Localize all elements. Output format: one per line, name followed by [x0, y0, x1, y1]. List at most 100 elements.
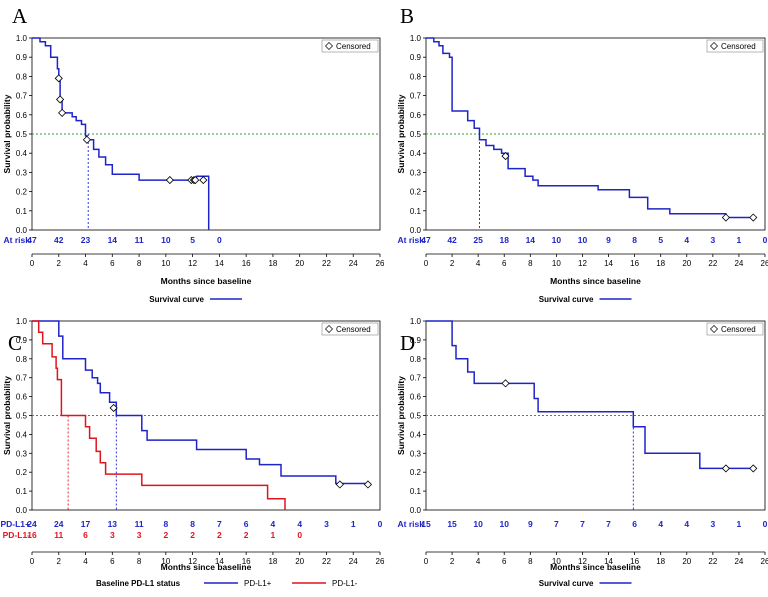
y-tick-label: 0.6 — [410, 393, 422, 402]
chart-panel-c: C 0.0 0.1 0.2 0.3 0.4 0.5 0.6 0.7 0.8 0.9 1.0 Surviv… — [0, 317, 385, 588]
y-tick-label: 0.6 — [410, 111, 422, 120]
at-risk-label: PD-L1- — [3, 530, 31, 540]
at-risk-count: 11 — [135, 519, 144, 529]
at-risk-count: 3 — [324, 519, 329, 529]
at-risk-count: 10 — [578, 235, 588, 245]
at-risk-count: 6 — [83, 530, 88, 540]
x-tick-label: 6 — [110, 557, 115, 566]
y-tick-label: 0.0 — [16, 226, 28, 235]
at-risk-count: 47 — [421, 235, 431, 245]
x-tick-label: 18 — [268, 557, 277, 566]
x-tick-label: 14 — [604, 259, 613, 268]
at-risk-count: 1 — [351, 519, 356, 529]
at-risk-count: 11 — [135, 235, 144, 245]
panel-letter: A — [12, 4, 28, 28]
x-tick-label: 8 — [528, 557, 533, 566]
at-risk-count: 15 — [447, 519, 457, 529]
at-risk-count: 24 — [54, 519, 64, 529]
at-risk-count: 4 — [684, 235, 689, 245]
survival-curve-1 — [426, 37, 756, 219]
series-legend: Survival curve — [539, 295, 632, 304]
x-tick-label: 10 — [161, 259, 170, 268]
x-tick-label: 14 — [215, 557, 224, 566]
y-tick-label: 0.9 — [410, 53, 422, 62]
censored-legend: Censored — [321, 322, 379, 336]
survival-curve-1 — [32, 320, 371, 485]
censored-marker — [749, 464, 758, 473]
censored-marker — [501, 152, 510, 161]
x-tick-label: 20 — [682, 259, 691, 268]
censored-marker — [82, 135, 91, 144]
censored-legend-frame — [706, 39, 764, 53]
y-tick-label: 0.3 — [16, 168, 28, 177]
censored-legend-symbol — [710, 325, 718, 333]
censored-marker — [721, 464, 730, 473]
y-tick-label: 0.6 — [16, 111, 28, 120]
at-risk-count: 47 — [27, 235, 37, 245]
legend-entry-label: Survival curve — [539, 295, 594, 304]
x-tick-label: 8 — [137, 259, 142, 268]
censored-marker — [721, 213, 730, 222]
at-risk-count: 6 — [632, 519, 637, 529]
at-risk-count: 0 — [763, 235, 768, 245]
censored-legend: Censored — [706, 322, 764, 336]
at-risk-count: 2 — [163, 530, 168, 540]
x-tick-label: 0 — [424, 557, 429, 566]
y-tick-label: 0.4 — [16, 430, 28, 439]
at-risk-count: 2 — [217, 530, 222, 540]
y-tick-label: 0.0 — [410, 226, 422, 235]
x-tick-label: 12 — [188, 557, 197, 566]
at-risk-count: 1 — [271, 530, 276, 540]
y-tick-label: 1.0 — [410, 317, 422, 326]
x-tick-label: 2 — [57, 557, 62, 566]
y-tick-label: 0.7 — [410, 92, 422, 101]
y-tick-label: 0.4 — [410, 430, 422, 439]
censored-marker — [191, 176, 200, 185]
at-risk-label: PD-L1+ — [0, 519, 30, 529]
y-tick-label: 0.3 — [16, 449, 28, 458]
x-axis-label: Months since baseline — [550, 562, 641, 572]
at-risk-count: 9 — [606, 235, 611, 245]
at-risk-count: 1 — [737, 519, 742, 529]
at-risk-count: 10 — [473, 519, 483, 529]
censored-marker — [165, 176, 174, 185]
y-axis-label: Survival probability — [396, 94, 406, 173]
censored-marker — [58, 108, 67, 117]
at-risk-count: 7 — [554, 519, 559, 529]
x-tick-label: 2 — [450, 259, 455, 268]
censored-legend-symbol — [325, 325, 333, 333]
at-risk-count: 15 — [421, 519, 431, 529]
x-tick-label: 24 — [734, 259, 743, 268]
y-axis-label: Survival probability — [2, 94, 12, 173]
at-risk-count: 14 — [526, 235, 536, 245]
at-risk-count: 0 — [217, 235, 222, 245]
series-legend: Survival curve — [149, 295, 242, 304]
x-tick-label: 12 — [188, 259, 197, 268]
x-tick-label: 4 — [476, 259, 481, 268]
at-risk-label: At risk — [398, 235, 425, 245]
x-tick-label: 16 — [242, 557, 251, 566]
at-risk-count: 7 — [580, 519, 585, 529]
x-tick-label: 14 — [215, 259, 224, 268]
y-tick-label: 0.2 — [410, 468, 422, 477]
censored-legend-symbol — [325, 42, 333, 50]
x-tick-label: 24 — [734, 557, 743, 566]
at-risk-count: 4 — [684, 519, 689, 529]
x-tick-label: 20 — [295, 259, 304, 268]
y-tick-label: 0.1 — [410, 207, 422, 216]
x-tick-label: 14 — [604, 557, 613, 566]
y-tick-label: 0.4 — [16, 149, 28, 158]
at-risk-count: 0 — [297, 530, 302, 540]
at-risk-count: 2 — [190, 530, 195, 540]
chart-panel-a: A 0.0 0.1 0.2 0.3 0.4 0.5 0.6 0.7 0.8 0.9 1.0 Surviv… — [2, 4, 385, 304]
censored-marker — [109, 403, 118, 413]
legend-entry-label: Survival curve — [539, 579, 594, 588]
y-tick-label: 0.2 — [16, 468, 28, 477]
y-tick-label: 1.0 — [16, 34, 28, 43]
censored-marker — [56, 95, 65, 104]
at-risk-count: 8 — [632, 235, 637, 245]
x-tick-label: 26 — [761, 557, 768, 566]
at-risk-count: 42 — [447, 235, 457, 245]
y-tick-label: 0.8 — [410, 72, 422, 81]
panel-letter: B — [400, 4, 414, 28]
